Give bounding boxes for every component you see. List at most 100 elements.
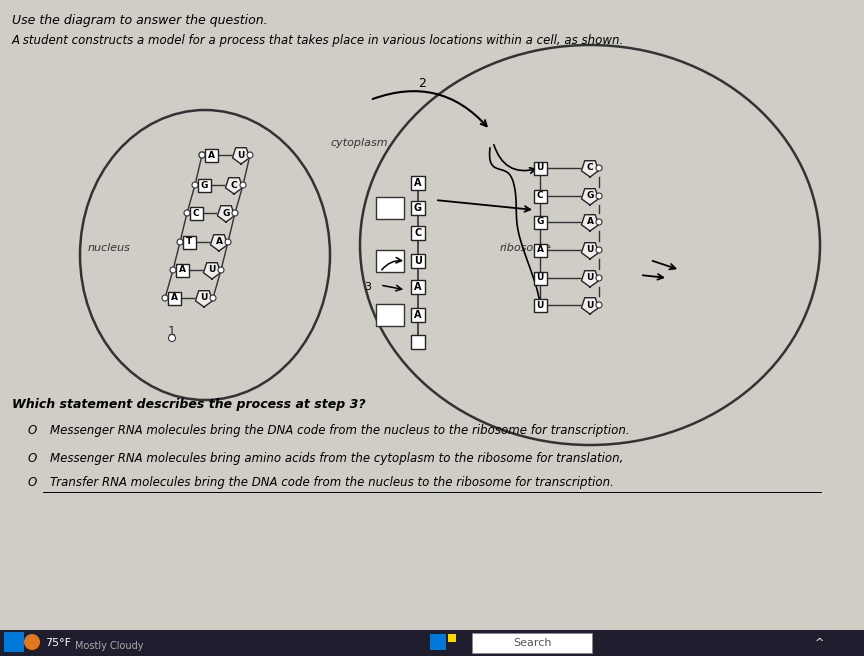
Text: O: O (28, 476, 37, 489)
Circle shape (240, 182, 246, 188)
Text: Messenger RNA molecules bring the DNA code from the nucleus to the ribosome for : Messenger RNA molecules bring the DNA co… (50, 424, 630, 437)
Circle shape (225, 239, 231, 245)
Bar (182, 236, 195, 249)
Text: A: A (537, 245, 543, 255)
Polygon shape (581, 271, 599, 287)
Text: A: A (587, 218, 594, 226)
Text: U: U (587, 274, 594, 283)
Circle shape (184, 210, 190, 216)
Circle shape (162, 295, 168, 301)
Circle shape (596, 165, 602, 171)
Text: G: G (414, 203, 422, 213)
Text: A: A (170, 293, 177, 302)
Bar (205, 148, 218, 161)
Circle shape (247, 152, 253, 158)
Bar (533, 243, 547, 256)
Polygon shape (232, 148, 250, 164)
Polygon shape (581, 161, 599, 177)
Circle shape (199, 152, 205, 158)
Text: nucleus: nucleus (88, 243, 130, 253)
Bar (533, 272, 547, 285)
Circle shape (24, 634, 40, 650)
Text: O: O (28, 424, 37, 437)
Circle shape (218, 267, 224, 273)
Circle shape (596, 219, 602, 225)
Text: ribosome: ribosome (500, 243, 552, 253)
Circle shape (210, 295, 216, 301)
Polygon shape (218, 206, 234, 222)
Text: A: A (215, 237, 223, 247)
Text: 2: 2 (418, 77, 426, 90)
Polygon shape (581, 298, 599, 314)
Bar (4, 632, 24, 652)
Circle shape (232, 210, 238, 216)
Text: Search: Search (512, 638, 551, 648)
Polygon shape (195, 291, 213, 307)
Polygon shape (211, 235, 227, 251)
Text: ^: ^ (816, 638, 824, 648)
Text: A student constructs a model for a process that takes place in various locations: A student constructs a model for a proce… (12, 34, 625, 47)
Text: Mostly Cloudy: Mostly Cloudy (75, 641, 143, 651)
Bar (533, 161, 547, 174)
Text: U: U (587, 245, 594, 255)
Bar (533, 216, 547, 228)
Bar (411, 280, 425, 294)
Text: U: U (238, 150, 245, 159)
Bar (0, 630, 864, 656)
Text: U: U (208, 266, 216, 274)
Text: Transfer RNA molecules bring the DNA code from the nucleus to the ribosome for t: Transfer RNA molecules bring the DNA cod… (50, 476, 614, 489)
Text: U: U (587, 300, 594, 310)
Text: A: A (414, 178, 422, 188)
Text: 75°F: 75°F (45, 638, 71, 648)
Text: Messenger RNA molecules bring amino acids from the cytoplasm to the ribosome for: Messenger RNA molecules bring amino acid… (50, 452, 623, 465)
Text: A: A (414, 310, 422, 320)
Text: A: A (207, 150, 214, 159)
Text: A: A (414, 282, 422, 292)
Text: C: C (231, 180, 238, 190)
Polygon shape (581, 189, 599, 205)
Text: G: G (200, 180, 207, 190)
Text: T: T (186, 237, 192, 247)
Text: G: G (537, 218, 543, 226)
Bar (411, 176, 425, 190)
Text: Use the diagram to answer the question.: Use the diagram to answer the question. (12, 14, 268, 27)
Text: cytoplasm: cytoplasm (330, 138, 388, 148)
Circle shape (596, 302, 602, 308)
Text: C: C (193, 209, 200, 218)
Bar (411, 254, 425, 268)
Text: A: A (179, 266, 186, 274)
Bar (411, 201, 425, 215)
Bar (175, 264, 188, 276)
Bar (168, 291, 181, 304)
Text: U: U (537, 163, 543, 173)
Circle shape (596, 275, 602, 281)
Bar (411, 335, 425, 349)
Text: O: O (28, 452, 37, 465)
Polygon shape (226, 178, 243, 194)
Text: U: U (200, 293, 207, 302)
Bar (472, 633, 592, 653)
Text: U: U (537, 274, 543, 283)
Text: C: C (415, 228, 422, 238)
Bar (198, 178, 211, 192)
Text: 3: 3 (365, 282, 372, 292)
Bar (411, 308, 425, 322)
Bar (411, 226, 425, 240)
Bar (430, 634, 446, 650)
Bar (376, 250, 404, 272)
Circle shape (170, 267, 176, 273)
Circle shape (596, 193, 602, 199)
Text: C: C (587, 163, 594, 173)
Circle shape (596, 247, 602, 253)
Circle shape (177, 239, 183, 245)
Bar (376, 304, 404, 326)
Bar (189, 207, 202, 220)
Text: Which statement describes the process at step 3?: Which statement describes the process at… (12, 398, 365, 411)
Bar (533, 190, 547, 203)
Circle shape (192, 182, 198, 188)
Text: U: U (537, 300, 543, 310)
Bar (448, 634, 456, 642)
Circle shape (199, 152, 205, 158)
Circle shape (168, 335, 175, 342)
Text: G: G (222, 209, 230, 218)
